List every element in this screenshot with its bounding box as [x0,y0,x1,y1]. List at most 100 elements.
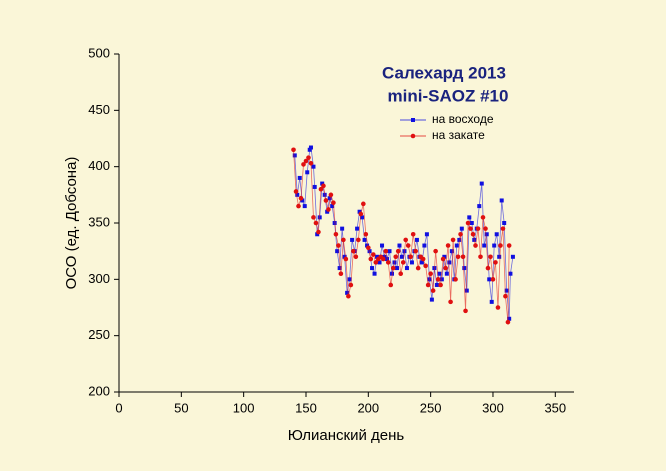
point [303,158,309,164]
point [358,211,364,217]
point [478,254,483,260]
point [498,243,503,248]
point [297,175,302,180]
point [388,282,394,288]
point [312,184,317,189]
point [468,226,473,231]
point [500,226,506,231]
y-tick-label: 400 [88,158,110,173]
point [504,288,509,293]
point [482,243,487,248]
point [492,243,497,248]
point [408,254,413,260]
point [420,256,426,262]
x-axis-title: Юлианский день [288,427,405,444]
point [494,232,499,237]
legend-label: на восходе [432,112,494,126]
point [473,243,478,248]
point [383,248,389,254]
point [333,231,339,237]
point [307,147,312,152]
x-tick-label: 350 [544,400,566,415]
point [363,231,369,237]
point [355,226,360,231]
point [341,237,346,243]
y-tick-label: 450 [88,102,110,117]
x-tick-label: 150 [295,400,317,415]
point [308,160,314,166]
point [435,277,441,282]
point [361,201,366,207]
point [318,186,324,192]
point [382,254,387,259]
series-line [294,146,514,319]
series-line [293,149,510,323]
point [395,248,401,254]
point [327,196,332,201]
point [479,181,484,186]
point [439,277,444,282]
point [462,266,467,271]
point [356,237,361,243]
point [469,221,474,225]
point [485,265,491,271]
point [393,254,399,260]
point [291,147,296,153]
legend-label: на закате [432,128,485,142]
point [449,249,454,254]
point [353,254,359,260]
point [459,226,464,231]
point [350,237,355,242]
y-tick-label: 350 [88,214,110,229]
point [423,263,428,269]
legend-marker [411,118,415,122]
point [510,254,515,259]
point [387,249,392,254]
point [458,231,463,237]
point [457,237,462,242]
point [460,254,466,260]
point [442,254,447,259]
point [338,271,344,277]
point [375,254,380,259]
y-tick-label: 500 [88,45,110,60]
point [489,299,494,304]
point [403,237,409,243]
point [351,248,356,254]
y-axis-title: ОСО (ед. Добсона) [63,157,80,290]
point [340,226,345,231]
point [477,204,482,209]
point [292,153,297,158]
point [380,256,386,262]
point [429,297,434,302]
point [499,198,504,203]
point [342,254,347,259]
point [453,277,458,282]
point [371,252,376,257]
point [413,248,418,254]
point [328,192,334,198]
x-tick-label: 250 [420,400,442,415]
point [404,266,409,271]
point [325,209,330,214]
x-tick-label: 0 [115,400,122,415]
point [336,243,341,248]
point [433,248,438,254]
point [345,290,350,295]
point [428,271,433,277]
point [330,204,335,209]
chart-title: Салехард 2013 [382,63,506,82]
x-tick-label: 50 [174,400,188,415]
point [390,265,396,271]
point [397,243,402,248]
point [430,288,436,293]
point [424,232,429,237]
chart-subtitle: mini-SAOZ #10 [388,86,509,105]
point [490,277,496,282]
point [346,293,351,299]
point [360,215,365,220]
point [483,226,488,231]
point [385,257,390,262]
point [308,145,313,150]
